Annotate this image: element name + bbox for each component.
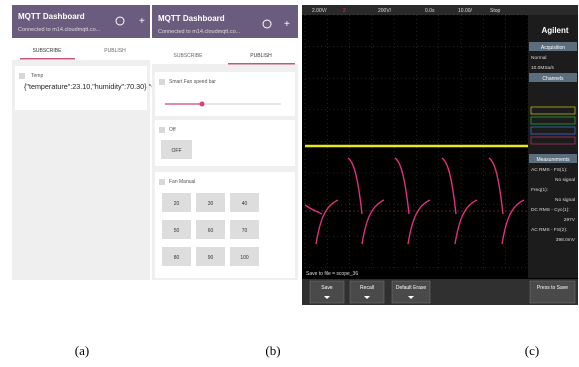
top-bar-item: 0.0s [425, 8, 435, 14]
sidebar-text: 297V [564, 217, 576, 223]
tab-bar [152, 38, 298, 64]
button-label: 40 [242, 201, 248, 207]
card-label: Fan Manual [169, 179, 195, 185]
app-title: MQTT Dashboard [18, 12, 85, 21]
sidebar-text: No signal [555, 197, 575, 203]
button-label: 70 [242, 228, 248, 234]
tab[interactable]: PUBLISH [104, 48, 126, 54]
sidebar-text: AC RMS - FS(2): [531, 227, 567, 233]
button-grid: 20 30 40 50 60 70 80 90 100 [162, 193, 259, 266]
section-title: Acquisition [541, 45, 565, 51]
app-subtitle: Connected to m14.cloudmqtt.co... [18, 27, 101, 33]
tab-indicator [20, 58, 75, 60]
card-label: Smart Fan speed bar [169, 79, 216, 85]
card-label: Off [169, 127, 176, 133]
phone-b: MQTT Dashboard Connected to m14.cloudmqt… [152, 5, 298, 280]
top-bar-item: 2 [343, 8, 346, 14]
page: {"panels": [ {"caption": "(a)", "header"… [0, 0, 579, 367]
tab[interactable]: PUBLISH [250, 53, 272, 59]
button-label: 100 [240, 255, 249, 261]
card-value: {"temperature":23.10,"humidity":70.30} °… [24, 82, 157, 91]
sidebar-text: DC RMS - Cyc(1): [531, 207, 570, 213]
top-bar-item: 10.00/ [458, 8, 473, 14]
status-line: Save to file = scope_36 [306, 271, 358, 277]
brand: Agilent [541, 26, 568, 35]
caption: (b) [265, 343, 280, 358]
screenshot: MQTT Dashboard Connected to m14.cloudmqt… [0, 0, 579, 367]
softkey-label: Save [321, 285, 333, 291]
button-label: 50 [174, 228, 180, 234]
card-label: Temp [31, 73, 43, 79]
softkey-label: Default Erase [396, 285, 427, 291]
body: MQTT Dashboard Connected to m14.cloudmqt… [0, 0, 579, 367]
sidebar-text: Normal [531, 55, 546, 61]
add-icon[interactable]: + [139, 16, 145, 27]
app-subtitle: Connected to m14.cloudmqtt.co... [158, 29, 241, 35]
add-icon[interactable]: + [284, 19, 290, 30]
section-title: Measurements [536, 157, 570, 163]
tab[interactable]: SUBSCRIBE [174, 53, 204, 59]
softkey-label: Recall [360, 285, 374, 291]
button-label: 30 [208, 201, 214, 207]
softkey-label: Press to Save [537, 285, 568, 291]
tab[interactable]: SUBSCRIBE [33, 48, 63, 54]
caption: (a) [75, 343, 89, 358]
top-bar-item: 200V/ [378, 8, 392, 14]
top-bar-item: 2.00V/ [312, 8, 327, 14]
oscilloscope: 2.00V/2 200V/0.0s 10.00/Stop Agilent Acqui… [302, 5, 578, 305]
button-label: 90 [208, 255, 214, 261]
sidebar-text: No signal [555, 177, 575, 183]
button-label: 60 [208, 228, 214, 234]
button-label: 80 [174, 255, 180, 261]
sidebar-text: AC RMS - FS(1): [531, 167, 567, 173]
sidebar-text: 398.0mV [556, 237, 576, 243]
section-title: Channels [542, 76, 564, 82]
sidebar-text: 10.0MSa/s [531, 65, 555, 71]
sidebar-text: Freq(1): [531, 187, 548, 193]
caption: (c) [525, 343, 539, 358]
app-header [12, 5, 150, 38]
button-label: 20 [174, 201, 180, 207]
button-label: OFF [172, 148, 182, 154]
slider-thumb[interactable] [200, 102, 205, 107]
app-title: MQTT Dashboard [158, 14, 225, 23]
tab-indicator [228, 63, 295, 65]
phone-a: MQTT Dashboard Connected to m14.cloudmqt… [12, 5, 157, 280]
top-bar-item: Stop [490, 8, 501, 14]
